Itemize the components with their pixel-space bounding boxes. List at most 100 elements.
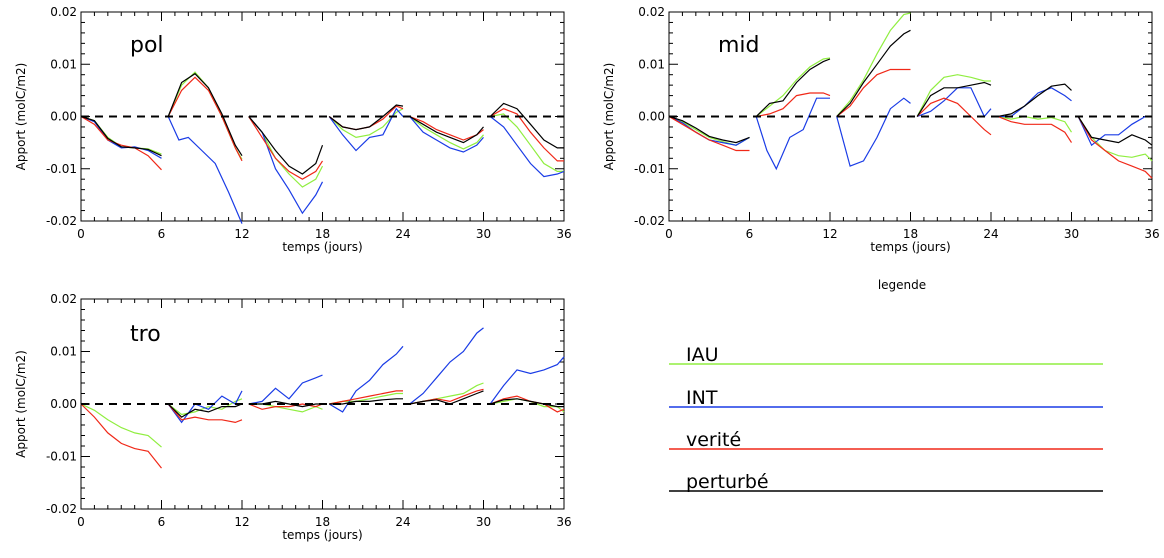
y-tick-label: 0.01 (638, 57, 665, 71)
y-tick-label: 0.02 (50, 5, 77, 19)
panel-title: pol (130, 33, 164, 58)
series-line-INT (167, 116, 243, 224)
series-line-perturbe (167, 72, 243, 157)
series-line-perturbe (248, 400, 323, 408)
y-tick-label: -0.02 (46, 214, 77, 228)
y-tick-label: 0.01 (50, 345, 77, 359)
series-line-verite (997, 115, 1073, 143)
x-tick-label: 24 (395, 515, 410, 529)
y-axis-label: Apport (molC/m2) (14, 350, 28, 458)
y-tick-label: 0.00 (50, 397, 77, 411)
series-line-perturbe (329, 398, 403, 405)
series-line-perturbe (997, 83, 1072, 118)
y-tick-label: 0.02 (638, 5, 665, 19)
y-tick-label: 0.01 (50, 57, 77, 71)
chart-panel-mid: 0 6 12 18 24 30 36 -0.02 -0.01 0.00 0.01 0.02 temps … (602, 5, 1160, 254)
x-tick-label: 0 (77, 515, 85, 529)
panel-title: mid (718, 33, 760, 58)
series-line-IAU (328, 108, 404, 139)
series-line-verite (489, 108, 564, 162)
y-axis-label: Apport (molC/m2) (602, 63, 616, 171)
series-line-perturbe (755, 58, 831, 117)
series-line-verite (916, 97, 992, 136)
legend-label-IAU: IAU (686, 344, 719, 366)
x-axis-label: temps (jours) (282, 528, 362, 542)
series-line-IAU (916, 74, 991, 117)
legend-label-perturbe: perturbé (686, 471, 769, 493)
series-line-perturbe (328, 104, 404, 131)
series-line-verite (836, 68, 911, 117)
series-line-perturbe (836, 29, 911, 117)
legend-title: legende (878, 278, 926, 292)
x-tick-label: 36 (556, 515, 571, 529)
series-line-IAU (836, 12, 911, 117)
x-axis-label: temps (jours) (282, 240, 362, 254)
series-line-INT (409, 327, 484, 405)
series-line-INT (328, 345, 404, 413)
x-tick-label: 18 (315, 515, 330, 529)
series-line-INT (755, 97, 830, 171)
x-tick-label: 18 (903, 227, 918, 241)
series-line-verite (756, 92, 831, 118)
x-tick-label: 18 (315, 227, 330, 241)
x-tick-label: 30 (1064, 227, 1079, 241)
series-line-IAU (409, 116, 484, 150)
series-line-INT (248, 116, 324, 215)
x-tick-label: 6 (158, 227, 166, 241)
legend-label-INT: INT (686, 387, 718, 409)
series-line-perturbe (167, 403, 243, 418)
y-tick-label: 0.02 (50, 292, 77, 306)
x-tick-label: 6 (746, 227, 754, 241)
y-tick-label: -0.01 (634, 162, 665, 176)
x-tick-label: 30 (476, 227, 491, 241)
y-axis-label: Apport (molC/m2) (14, 63, 28, 171)
series-line-IAU (997, 115, 1073, 133)
x-tick-label: 12 (822, 227, 837, 241)
series-line-INT (489, 116, 565, 178)
chart-panel-pol: 0 6 12 18 24 30 36 -0.02 -0.01 0.00 0.01 0.02 temps … (14, 5, 572, 254)
x-tick-label: 36 (1144, 227, 1159, 241)
panel-title: tro (130, 322, 161, 347)
series-line-IAU (755, 57, 831, 117)
series-line-verite (1077, 116, 1153, 179)
series-line-INT (1077, 115, 1152, 147)
x-tick-label: 12 (234, 227, 249, 241)
series-line-INT (328, 107, 404, 152)
series-line-perturbe (409, 115, 484, 144)
series-line-perturbe (248, 116, 324, 175)
series-line-IAU (248, 116, 324, 188)
y-tick-label: 0.00 (50, 110, 77, 124)
series-line-perturbe (1077, 116, 1153, 146)
series-line-INT (997, 87, 1072, 118)
series-line-verite (167, 76, 243, 162)
x-tick-label: 6 (158, 515, 166, 529)
series-line-INT (836, 97, 911, 167)
series-line-INT (248, 374, 323, 405)
x-tick-label: 24 (983, 227, 998, 241)
x-axis-label: temps (jours) (870, 240, 950, 254)
legend: legende IAU INT verité perturbé (669, 278, 1103, 493)
series-line-IAU (80, 403, 162, 448)
y-tick-label: 0.00 (638, 110, 665, 124)
series-line-verite (248, 403, 323, 410)
series-line-perturbe (490, 398, 564, 408)
x-tick-label: 24 (395, 227, 410, 241)
series-line-perturbe (916, 81, 992, 117)
x-tick-label: 12 (234, 515, 249, 529)
x-tick-label: 36 (556, 227, 571, 241)
x-tick-label: 0 (77, 227, 85, 241)
x-tick-label: 0 (665, 227, 673, 241)
chart-panel-tro: 0 6 12 18 24 30 36 -0.02 -0.01 0.00 0.01 0.02 temps … (14, 292, 572, 542)
series-line-INT (409, 116, 484, 153)
series-line-perturbe (668, 115, 750, 144)
y-tick-label: -0.02 (634, 214, 665, 228)
series-line-INT (80, 115, 162, 159)
series-line-perturbe (489, 102, 564, 149)
series-line-IAU (167, 398, 243, 416)
series-line-verite (80, 403, 162, 469)
series-line-verite (248, 116, 324, 180)
y-tick-label: -0.01 (46, 162, 77, 176)
series-line-INT (489, 356, 565, 405)
